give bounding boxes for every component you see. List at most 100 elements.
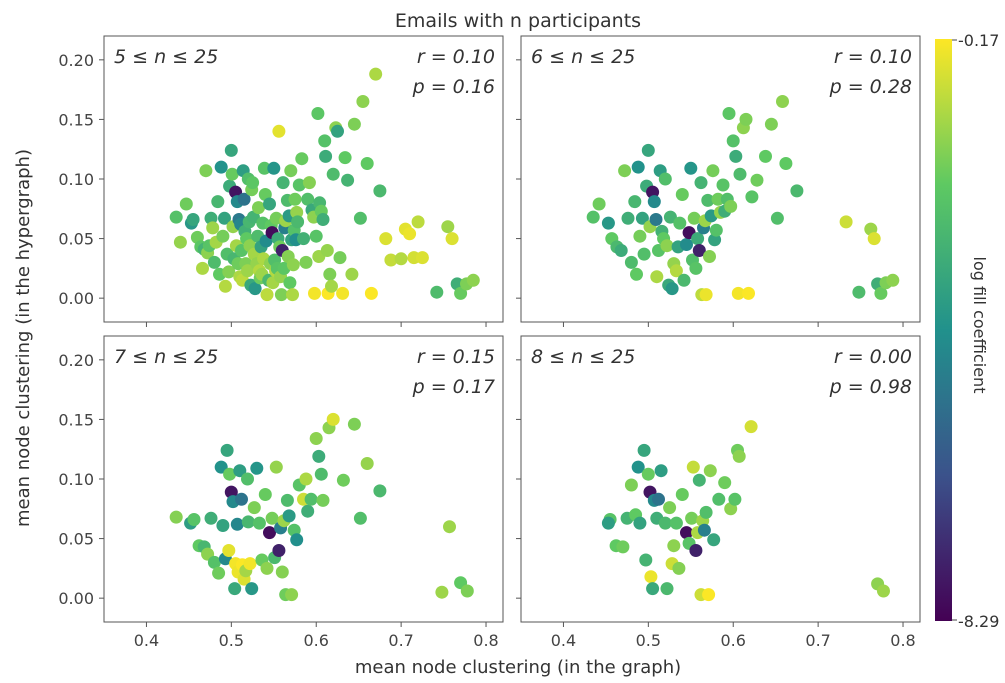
data-point xyxy=(286,258,300,272)
points-group xyxy=(586,95,900,302)
x-tick-label: 0.4 xyxy=(551,631,576,650)
data-point xyxy=(245,582,259,596)
data-point xyxy=(235,492,248,506)
data-point xyxy=(230,517,244,531)
data-point xyxy=(309,229,323,243)
y-axis-title: mean node clustering (in the hypergraph) xyxy=(13,149,34,527)
data-point xyxy=(709,223,723,237)
x-axis-title: mean node clustering (in the graph) xyxy=(355,657,681,678)
correlation-r: r = 0.15 xyxy=(417,346,495,368)
data-point xyxy=(282,509,296,523)
data-point xyxy=(379,232,393,246)
data-point xyxy=(637,247,651,261)
data-point xyxy=(280,493,294,507)
data-point xyxy=(708,233,722,247)
panel-label: 5 ≤ n ≤ 25 xyxy=(114,46,218,68)
data-point xyxy=(247,501,261,515)
data-point xyxy=(646,582,660,596)
data-point xyxy=(345,267,359,281)
data-point xyxy=(263,526,276,540)
figure-title: Emails with n participants xyxy=(395,10,641,32)
data-point xyxy=(731,286,745,300)
p-value: p = 0.28 xyxy=(829,76,912,98)
data-point xyxy=(301,192,315,206)
data-point xyxy=(684,161,698,175)
data-point xyxy=(694,176,708,190)
data-point xyxy=(248,282,262,296)
data-point xyxy=(304,492,318,506)
data-point xyxy=(276,176,290,190)
data-point xyxy=(689,544,703,557)
data-point xyxy=(415,251,429,265)
colorbar-title: log fill coefficient xyxy=(970,257,989,394)
data-point xyxy=(663,501,677,515)
data-point xyxy=(187,513,201,526)
panel-label: 6 ≤ n ≤ 25 xyxy=(531,46,635,68)
data-point xyxy=(722,107,736,120)
data-point xyxy=(179,197,193,211)
y-tick-label: 0.05 xyxy=(58,230,94,249)
data-point xyxy=(703,464,717,478)
y-tick-label: 0.00 xyxy=(58,289,94,308)
data-point xyxy=(639,553,653,567)
data-point xyxy=(274,288,288,302)
data-point xyxy=(618,164,632,178)
data-point xyxy=(258,488,272,501)
x-tick-label: 0.7 xyxy=(388,631,413,650)
data-point xyxy=(742,286,755,300)
data-point xyxy=(272,124,286,138)
data-point xyxy=(874,286,888,300)
data-point xyxy=(658,516,672,530)
data-point xyxy=(441,220,455,234)
correlation-r: r = 0.10 xyxy=(417,46,495,68)
data-point xyxy=(299,472,313,486)
data-point xyxy=(654,464,668,478)
data-point xyxy=(173,235,187,249)
data-point xyxy=(331,124,344,138)
data-point xyxy=(206,221,220,235)
panel-label: 7 ≤ n ≤ 25 xyxy=(114,346,218,368)
data-point xyxy=(689,261,703,275)
data-point xyxy=(353,511,367,525)
data-point xyxy=(616,540,630,554)
data-point xyxy=(652,492,665,506)
data-point xyxy=(658,172,672,186)
data-point xyxy=(290,533,304,547)
data-point xyxy=(241,515,255,529)
panels-group: 0.00 0.05 0.10 0.15 0.20 5 ≤ n ≤ 25 r = 0.10 p … xyxy=(58,35,921,650)
data-point xyxy=(633,229,647,243)
p-value: p = 0.98 xyxy=(829,376,912,398)
data-point xyxy=(649,213,663,226)
data-point xyxy=(394,252,408,266)
data-point xyxy=(252,201,265,215)
data-point xyxy=(675,188,689,201)
points-group xyxy=(169,67,480,302)
data-point xyxy=(712,492,726,506)
data-point xyxy=(650,270,664,284)
data-point xyxy=(667,539,681,553)
data-point xyxy=(301,504,315,518)
data-point xyxy=(699,505,713,519)
data-point xyxy=(326,167,340,181)
data-point xyxy=(308,286,321,300)
data-point xyxy=(286,288,299,302)
data-point xyxy=(222,265,236,279)
x-tick-label: 0.5 xyxy=(636,631,661,650)
data-point xyxy=(586,210,600,224)
panel-background xyxy=(104,36,503,322)
data-point xyxy=(692,473,706,487)
data-point xyxy=(263,197,276,211)
colorbar-min-label: -8.29 xyxy=(958,612,999,631)
data-point xyxy=(692,244,706,257)
data-point xyxy=(257,161,271,175)
data-point xyxy=(759,149,772,163)
data-point xyxy=(454,286,468,300)
data-point xyxy=(314,467,328,481)
data-point xyxy=(672,561,686,575)
data-point xyxy=(216,229,230,243)
data-point xyxy=(677,273,691,287)
data-point xyxy=(186,213,200,226)
x-tick-label: 0.7 xyxy=(805,631,830,650)
data-point xyxy=(770,211,784,225)
